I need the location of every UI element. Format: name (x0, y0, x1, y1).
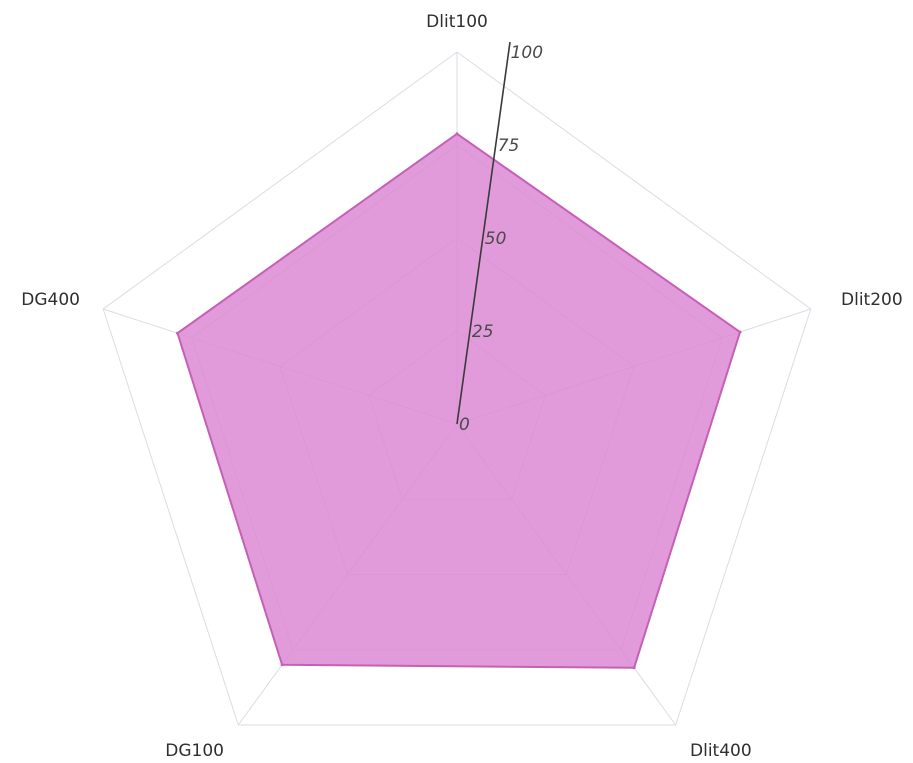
category-label-dlit400: Dlit400 (690, 741, 752, 761)
radial-tick-label-25: 25 (472, 322, 494, 342)
category-label-dlit200: Dlit200 (841, 290, 903, 310)
data-point-dg400 (176, 331, 179, 335)
category-label-dg100: DG100 (165, 741, 224, 761)
radial-tick-label-0: 0 (459, 415, 470, 435)
radar-data (176, 132, 742, 670)
radial-tick-label-75: 75 (498, 136, 520, 156)
radar-labels: Dlit100 Dlit200 Dlit400 DG100 DG400 (21, 12, 902, 761)
data-point-dg100 (280, 663, 284, 667)
radial-axis: 0 25 50 75 100 (456, 41, 543, 435)
radial-tick-label-100: 100 (511, 43, 543, 63)
grid-ring-100 (102, 51, 812, 726)
data-point-dlit100 (455, 132, 459, 136)
data-point-dlit200 (738, 330, 742, 334)
radial-axis-line (456, 41, 511, 425)
series-area-0 (176, 132, 742, 669)
data-point-dlit400 (632, 666, 636, 670)
radial-tick-label-50: 50 (485, 229, 507, 249)
category-label-dlit100: Dlit100 (426, 12, 488, 32)
category-label-dg400: DG400 (21, 290, 80, 310)
